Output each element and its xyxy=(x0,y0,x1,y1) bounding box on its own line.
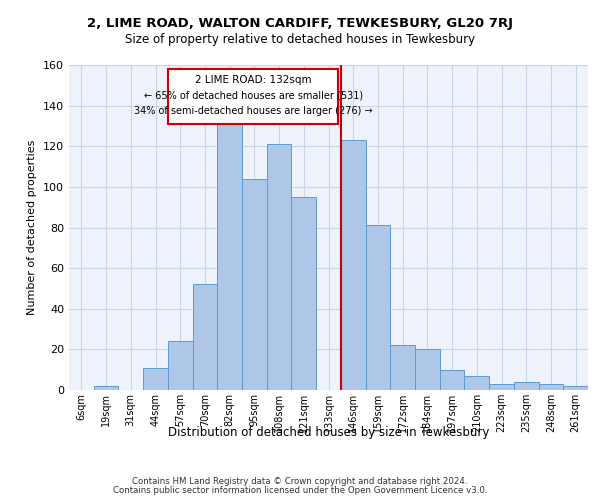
Bar xyxy=(563,386,588,390)
Text: 2, LIME ROAD, WALTON CARDIFF, TEWKESBURY, GL20 7RJ: 2, LIME ROAD, WALTON CARDIFF, TEWKESBURY… xyxy=(87,18,513,30)
Text: ← 65% of detached houses are smaller (531): ← 65% of detached houses are smaller (53… xyxy=(143,91,362,101)
Bar xyxy=(168,341,193,390)
Bar xyxy=(94,386,118,390)
Text: 2 LIME ROAD: 132sqm: 2 LIME ROAD: 132sqm xyxy=(195,75,311,85)
Bar xyxy=(217,124,242,390)
Text: Size of property relative to detached houses in Tewkesbury: Size of property relative to detached ho… xyxy=(125,32,475,46)
Bar xyxy=(440,370,464,390)
Y-axis label: Number of detached properties: Number of detached properties xyxy=(28,140,37,315)
Text: Distribution of detached houses by size in Tewkesbury: Distribution of detached houses by size … xyxy=(168,426,490,439)
Bar xyxy=(489,384,514,390)
Bar xyxy=(267,144,292,390)
Bar xyxy=(365,226,390,390)
Bar xyxy=(242,179,267,390)
Bar xyxy=(168,69,338,124)
Bar xyxy=(514,382,539,390)
Bar xyxy=(464,376,489,390)
Text: Contains public sector information licensed under the Open Government Licence v3: Contains public sector information licen… xyxy=(113,486,487,495)
Bar xyxy=(390,346,415,390)
Bar xyxy=(415,350,440,390)
Bar xyxy=(143,368,168,390)
Text: 34% of semi-detached houses are larger (276) →: 34% of semi-detached houses are larger (… xyxy=(134,106,373,117)
Text: Contains HM Land Registry data © Crown copyright and database right 2024.: Contains HM Land Registry data © Crown c… xyxy=(132,477,468,486)
Bar xyxy=(539,384,563,390)
Bar xyxy=(193,284,217,390)
Bar xyxy=(292,197,316,390)
Bar xyxy=(341,140,365,390)
